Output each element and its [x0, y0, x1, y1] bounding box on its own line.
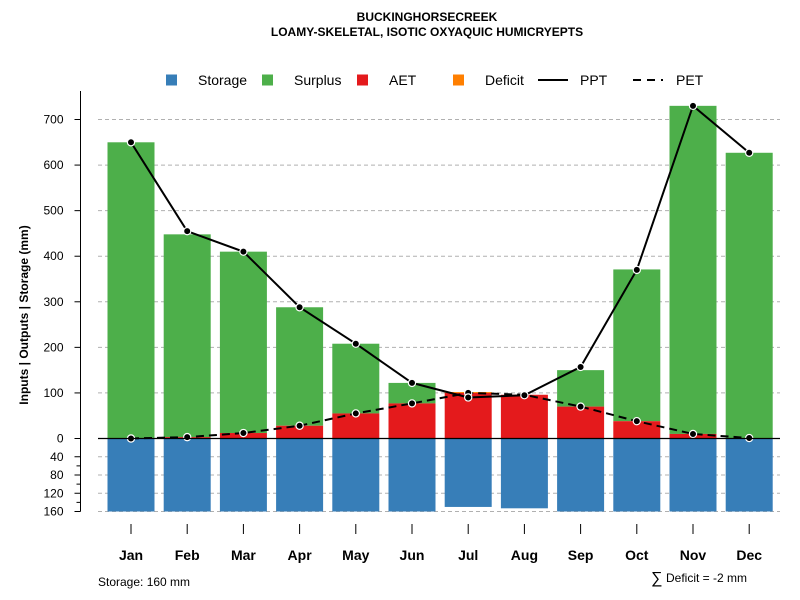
- y-tick-label-400: 400: [43, 249, 63, 263]
- storage-tick-label-120: 120: [43, 486, 63, 500]
- pet-point-nov: [688, 429, 698, 439]
- ppt-point-sep: [576, 362, 585, 372]
- x-tick-label-jun: Jun: [400, 547, 425, 563]
- legend-swatch-storage: [166, 74, 177, 86]
- storage-bar-may: [332, 438, 380, 512]
- deficit-symbol: ∑: [651, 570, 662, 587]
- pet-point-oct: [632, 416, 642, 426]
- x-tick-label-jul: Jul: [458, 547, 478, 563]
- legend-label-pet: PET: [676, 72, 704, 88]
- y-tick-label-200: 200: [43, 340, 63, 354]
- storage-bar-jan: [107, 438, 155, 512]
- legend-label-ppt: PPT: [580, 72, 608, 88]
- x-tick-label-feb: Feb: [175, 547, 200, 563]
- ppt-line: [130, 104, 750, 399]
- storage-note: Storage: 160 mm: [98, 575, 190, 589]
- y-axis-label: Inputs | Outputs | Storage (mm): [17, 225, 31, 404]
- pet-point-sep: [576, 402, 585, 411]
- chart-axes: 0 100 200 300 400 500 600 700 40 80 120 160 Jan Feb Ma…: [43, 91, 780, 563]
- aet-bar-aug: [500, 394, 548, 439]
- ppt-point-jul: [464, 393, 473, 402]
- legend-swatch-deficit: [453, 74, 464, 86]
- storage-tick-label-160: 160: [43, 505, 63, 519]
- ppt-point-oct: [632, 265, 642, 275]
- y-tick-label-600: 600: [43, 158, 63, 172]
- y-tick-label-0: 0: [57, 432, 64, 446]
- y-tick-label-700: 700: [43, 113, 63, 127]
- x-tick-label-oct: Oct: [625, 547, 649, 563]
- x-tick-label-jan: Jan: [119, 547, 143, 563]
- storage-bar-nov: [669, 438, 717, 512]
- pet-point-apr: [295, 421, 304, 430]
- pet-point-feb: [182, 432, 192, 442]
- legend-label-aet: AET: [389, 72, 417, 88]
- pet-line: [130, 391, 750, 440]
- surplus-bar-mar: [219, 251, 267, 434]
- chart-legend: Storage Surplus AET Deficit PPT PET: [166, 72, 704, 88]
- aet-bar-apr: [276, 425, 324, 439]
- legend-label-deficit: Deficit: [485, 72, 524, 88]
- ppt-point-nov: [688, 101, 698, 111]
- storage-bar-jun: [388, 438, 436, 512]
- legend-label-surplus: Surplus: [294, 72, 341, 88]
- x-tick-label-dec: Dec: [736, 547, 762, 563]
- x-tick-label-apr: Apr: [288, 547, 313, 563]
- pet-point-jun: [407, 399, 417, 408]
- pet-point-may: [351, 409, 360, 418]
- surplus-bar-sep: [557, 370, 605, 407]
- x-tick-label-nov: Nov: [680, 547, 707, 563]
- ppt-point-apr: [295, 303, 304, 312]
- storage-bar-oct: [613, 438, 661, 512]
- ppt-point-feb: [182, 226, 192, 236]
- surplus-bar-dec: [725, 152, 773, 439]
- storage-bar-dec: [725, 438, 773, 512]
- surplus-bar-nov: [669, 105, 717, 434]
- storage-bar-feb: [163, 438, 211, 512]
- surplus-bar-feb: [163, 234, 211, 438]
- storage-bar-aug: [500, 438, 548, 509]
- storage-tick-label-80: 80: [50, 468, 64, 482]
- ppt-point-jun: [407, 378, 417, 388]
- x-tick-label-mar: Mar: [231, 547, 256, 563]
- surplus-bar-apr: [276, 307, 324, 426]
- bar-series: [107, 105, 773, 512]
- y-tick-label-500: 500: [43, 204, 63, 218]
- ppt-point-dec: [745, 148, 754, 157]
- chart-title: BUCKINGHORSECREEK: [357, 10, 498, 24]
- aet-bar-jun: [388, 403, 436, 439]
- aet-bar-oct: [613, 421, 661, 439]
- storage-bar-mar: [219, 438, 267, 512]
- chart-subtitle: LOAMY-SKELETAL, ISOTIC OXYAQUIC HUMICRYE…: [271, 25, 583, 39]
- ppt-point-jan: [126, 138, 136, 147]
- legend-swatch-surplus: [262, 74, 273, 86]
- pet-point-mar: [239, 428, 248, 438]
- line-series: [126, 101, 754, 443]
- y-tick-label-100: 100: [43, 386, 63, 400]
- surplus-bar-jan: [107, 142, 155, 439]
- y-tick-label-300: 300: [43, 295, 63, 309]
- grid-lines: [98, 119, 780, 512]
- storage-bar-jul: [444, 438, 492, 507]
- x-tick-label-sep: Sep: [568, 547, 594, 563]
- surplus-bar-jun: [388, 382, 436, 404]
- deficit-note: Deficit = -2 mm: [666, 571, 747, 585]
- ppt-point-mar: [239, 247, 248, 256]
- ppt-point-aug: [520, 391, 529, 400]
- x-tick-label-aug: Aug: [511, 547, 538, 563]
- storage-bar-sep: [557, 438, 605, 512]
- aet-bar-sep: [557, 406, 605, 439]
- ppt-point-may: [351, 339, 360, 348]
- legend-label-storage: Storage: [198, 72, 247, 88]
- legend-swatch-aet: [357, 74, 368, 86]
- storage-tick-label-40: 40: [50, 450, 64, 464]
- surplus-bar-oct: [613, 269, 661, 422]
- x-tick-label-may: May: [342, 547, 369, 563]
- storage-bar-apr: [276, 438, 324, 512]
